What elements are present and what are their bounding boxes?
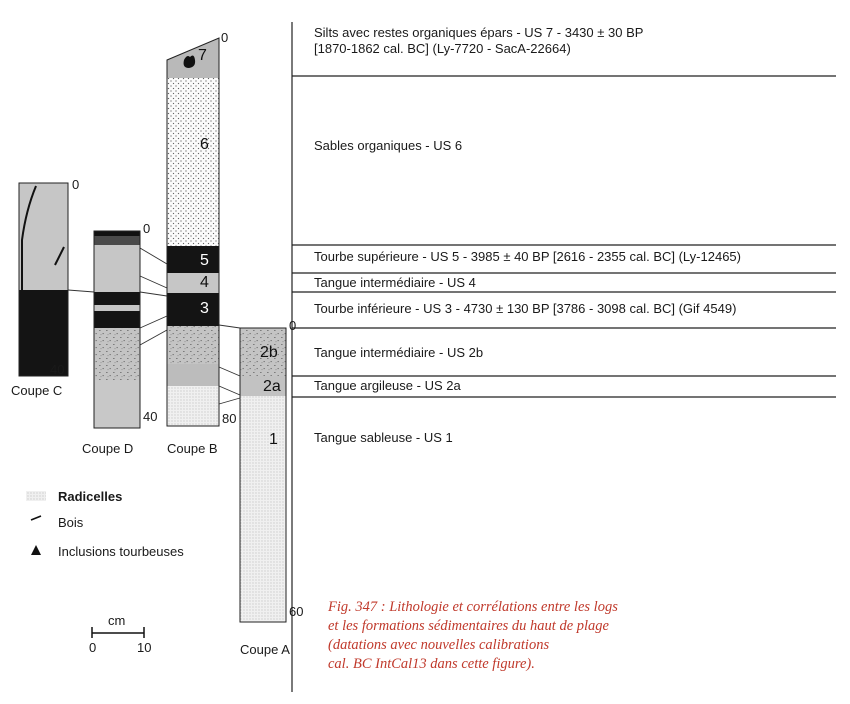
unit-label-4: 4	[200, 274, 209, 291]
depth-a-top: 0	[289, 318, 297, 333]
unit-label-6: 6	[200, 136, 209, 153]
column-coupe-d	[93, 230, 141, 429]
wood-icon	[30, 515, 42, 521]
depth-d-top: 0	[143, 221, 151, 236]
description-us6: Sables organiques - US 6	[314, 138, 463, 153]
scale-unit-label: cm	[108, 613, 126, 628]
unit-boundaries	[292, 75, 836, 398]
section-label-a: Coupe A	[240, 642, 290, 657]
legend-symbols	[26, 491, 46, 555]
description-us2b: Tangue intermédiaire - US 2b	[314, 345, 484, 360]
scale-max-label: 10	[137, 640, 152, 655]
description-us1: Tangue sableuse - US 1	[314, 430, 453, 445]
unit-label-5: 5	[200, 252, 209, 269]
depth-c-bottom: 40	[50, 362, 65, 377]
section-label-b: Coupe B	[167, 441, 218, 456]
unit-label-7: 7	[198, 47, 207, 64]
depth-d-bottom: 40	[143, 409, 158, 424]
legend-peat-label: Inclusions tourbeuses	[58, 544, 184, 559]
depth-a-bottom: 60	[289, 604, 304, 619]
column-coupe-c	[18, 182, 69, 377]
section-label-c: Coupe C	[11, 383, 63, 398]
description-us2a: Tangue argileuse - US 2a	[314, 378, 461, 393]
roots-swatch-icon	[26, 491, 46, 501]
peat-inclusion-icon	[31, 545, 41, 555]
description-us5: Tourbe supérieure - US 5 - 3985 ± 40 BP …	[314, 249, 741, 264]
depth-c-top: 0	[72, 177, 80, 192]
depth-b-top: 0	[221, 30, 229, 45]
unit-label-1: 1	[269, 431, 278, 448]
unit-label-2b: 2b	[260, 344, 278, 361]
figure-caption: Fig. 347 : Lithologie et corrélations en…	[328, 599, 618, 672]
scale-bar	[91, 627, 145, 638]
description-us7: Silts avec restes organiques épars - US …	[314, 25, 644, 56]
description-us3: Tourbe inférieure - US 3 - 4730 ± 130 BP…	[314, 301, 737, 316]
description-us4: Tangue intermédiaire - US 4	[314, 275, 476, 290]
column-coupe-b	[166, 37, 220, 427]
column-coupe-a	[239, 327, 287, 623]
legend-roots-label: Radicelles	[58, 489, 123, 504]
scale-min-label: 0	[89, 640, 97, 655]
unit-label-2a: 2a	[263, 378, 281, 395]
unit-label-3: 3	[200, 300, 209, 317]
correlation-lines	[67, 247, 241, 405]
depth-b-bottom: 80	[222, 411, 237, 426]
section-label-d: Coupe D	[82, 441, 134, 456]
legend-wood-label: Bois	[58, 515, 84, 530]
